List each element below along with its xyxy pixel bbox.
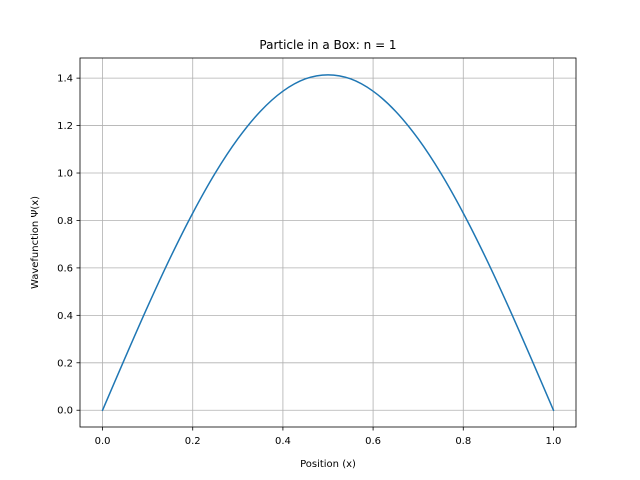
- y-tick-label: 0.8: [57, 216, 73, 227]
- chart-title: Particle in a Box: n = 1: [259, 38, 396, 52]
- x-tick-label: 0.4: [275, 436, 291, 447]
- y-tick-label: 0.0: [57, 406, 73, 417]
- x-tick-label: 1.0: [546, 436, 562, 447]
- x-axis-title: Position (x): [300, 459, 356, 470]
- x-tick-label: 0.2: [185, 436, 201, 447]
- grid: [80, 58, 576, 427]
- series-line: [101, 74, 555, 412]
- y-tick-label: 0.6: [57, 263, 73, 274]
- y-axis-title: Wavefunction Ψ(x): [30, 196, 41, 289]
- y-tick-label: 1.4: [57, 74, 73, 85]
- series-layer: [101, 74, 555, 412]
- y-tick-label: 0.4: [57, 311, 73, 322]
- y-tick-label: 0.2: [57, 358, 73, 369]
- plot-frame: [79, 57, 577, 428]
- x-tick-label: 0.6: [365, 436, 381, 447]
- ticks: 0.0 0.2 0.4 0.6 0.8 1.0 0.0 0.2 0.4 0.6 0.8 1.0 1.2 1…: [57, 74, 561, 447]
- y-tick-label: 1.0: [57, 169, 73, 180]
- x-tick-label: 0.0: [95, 436, 111, 447]
- y-tick-label: 1.2: [57, 121, 73, 132]
- x-tick-label: 0.8: [455, 436, 471, 447]
